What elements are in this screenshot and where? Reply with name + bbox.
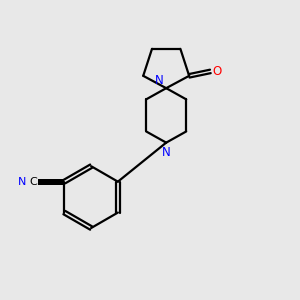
Text: N: N — [155, 74, 164, 87]
Text: O: O — [213, 65, 222, 78]
Text: N: N — [162, 146, 171, 159]
Text: C: C — [29, 177, 37, 187]
Text: N: N — [18, 177, 26, 187]
